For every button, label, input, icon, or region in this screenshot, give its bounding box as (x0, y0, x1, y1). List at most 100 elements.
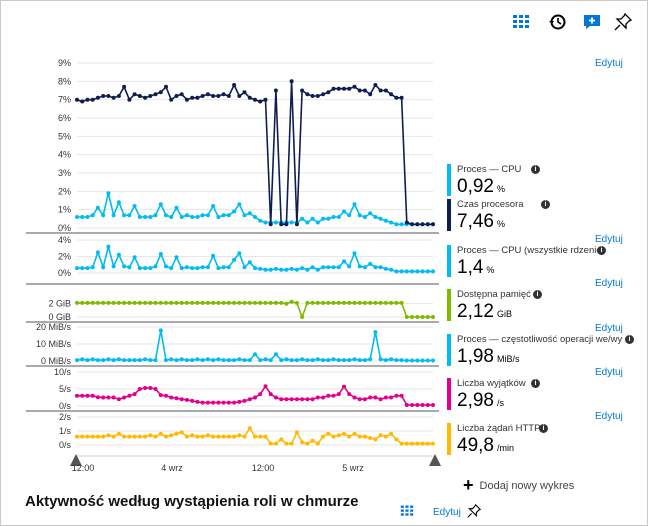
data-point (357, 213, 362, 218)
data-point (253, 300, 257, 305)
grid-icon[interactable] (400, 504, 414, 518)
data-point (153, 387, 158, 391)
data-point (289, 220, 294, 225)
data-point (232, 300, 237, 305)
edit-link-panel-4[interactable]: Edytuj (595, 323, 623, 334)
data-point (300, 315, 305, 319)
data-point (232, 209, 237, 214)
data-point (164, 393, 168, 398)
data-point (111, 95, 116, 100)
grid-icon[interactable] (512, 13, 530, 31)
pin-icon[interactable] (614, 13, 632, 31)
data-point (389, 300, 394, 305)
pin-icon[interactable] (467, 504, 481, 518)
data-point (132, 204, 137, 208)
data-point (289, 441, 294, 446)
data-point (153, 264, 158, 269)
edit-link-panel-2[interactable]: Edytuj (595, 234, 623, 245)
data-point (153, 92, 158, 97)
data-point (289, 358, 294, 363)
data-point (216, 434, 221, 439)
data-point (305, 300, 310, 305)
data-point (174, 255, 179, 260)
history-icon[interactable] (548, 13, 566, 31)
data-point (263, 300, 268, 305)
data-point (190, 398, 195, 403)
info-icon[interactable]: i (541, 200, 550, 209)
data-point (226, 265, 231, 270)
data-point (305, 358, 310, 363)
data-point (342, 300, 346, 305)
data-point (216, 94, 221, 98)
data-point (368, 211, 373, 216)
data-point (190, 95, 195, 100)
data-point (200, 400, 205, 405)
data-point (205, 213, 210, 218)
data-point (247, 95, 252, 100)
data-point (143, 266, 148, 271)
edit-link-panel-5[interactable]: Edytuj (595, 367, 623, 378)
data-point (200, 434, 205, 439)
data-point (179, 92, 184, 97)
data-point (190, 358, 195, 363)
info-icon[interactable]: i (539, 424, 548, 433)
y-tick-label: 7% (58, 95, 71, 105)
legend-color-bar (447, 334, 451, 366)
data-point (352, 84, 357, 89)
data-point (410, 441, 415, 446)
data-point (305, 267, 310, 272)
data-point (153, 434, 158, 439)
data-point (122, 300, 127, 305)
info-icon[interactable]: i (533, 290, 542, 299)
data-point (362, 358, 367, 363)
data-point (169, 266, 174, 271)
data-point (247, 397, 252, 402)
data-point (273, 352, 278, 357)
edit-link-panel-6[interactable]: Edytuj (595, 411, 623, 422)
legend-label: Liczba wyjątków (457, 378, 526, 389)
data-point (378, 216, 383, 221)
info-icon[interactable]: i (531, 165, 540, 174)
data-point (310, 397, 315, 402)
legend-value: 0,92% (457, 176, 505, 197)
data-point (179, 215, 184, 219)
legend-label: Proces — CPU (wszystkie rdzenie) (457, 245, 605, 256)
data-point (425, 222, 430, 227)
info-icon[interactable]: i (625, 335, 634, 344)
data-point (143, 300, 148, 305)
data-point (85, 434, 90, 439)
data-point (336, 392, 341, 397)
data-point (169, 433, 174, 438)
edit-link-panel-1[interactable]: Edytuj (595, 58, 623, 69)
data-point (205, 92, 210, 97)
edit-link-panel-3[interactable]: Edytuj (595, 278, 623, 289)
data-point (425, 269, 430, 274)
data-point (294, 397, 299, 402)
data-point (347, 264, 352, 269)
data-point (378, 433, 383, 438)
data-point (425, 441, 430, 446)
info-icon[interactable]: i (531, 379, 540, 388)
data-point (221, 434, 226, 439)
footer-edit-link[interactable]: Edytuj (433, 507, 461, 518)
data-point (431, 269, 435, 274)
add-chart-button[interactable]: + Dodaj nowy wykres (463, 475, 575, 495)
data-point (75, 97, 79, 102)
data-point (357, 358, 362, 363)
legend-value: 1,98 MiB/s (457, 346, 520, 367)
data-point (122, 434, 127, 439)
data-point (425, 315, 430, 319)
data-point (116, 94, 121, 98)
part-title: Aktywność według wystąpienia roli w chmu… (25, 493, 359, 510)
data-point (331, 86, 336, 91)
data-point (284, 397, 289, 402)
data-point (352, 431, 357, 436)
y-tick-label: 2% (58, 186, 71, 196)
legend-label: Proces — częstotliwość operacji we/wy (457, 334, 623, 345)
info-icon[interactable]: i (597, 246, 606, 255)
feedback-icon[interactable] (583, 13, 601, 31)
data-point (326, 300, 331, 305)
data-point (373, 395, 378, 400)
data-point (127, 434, 132, 439)
data-point (164, 434, 168, 439)
